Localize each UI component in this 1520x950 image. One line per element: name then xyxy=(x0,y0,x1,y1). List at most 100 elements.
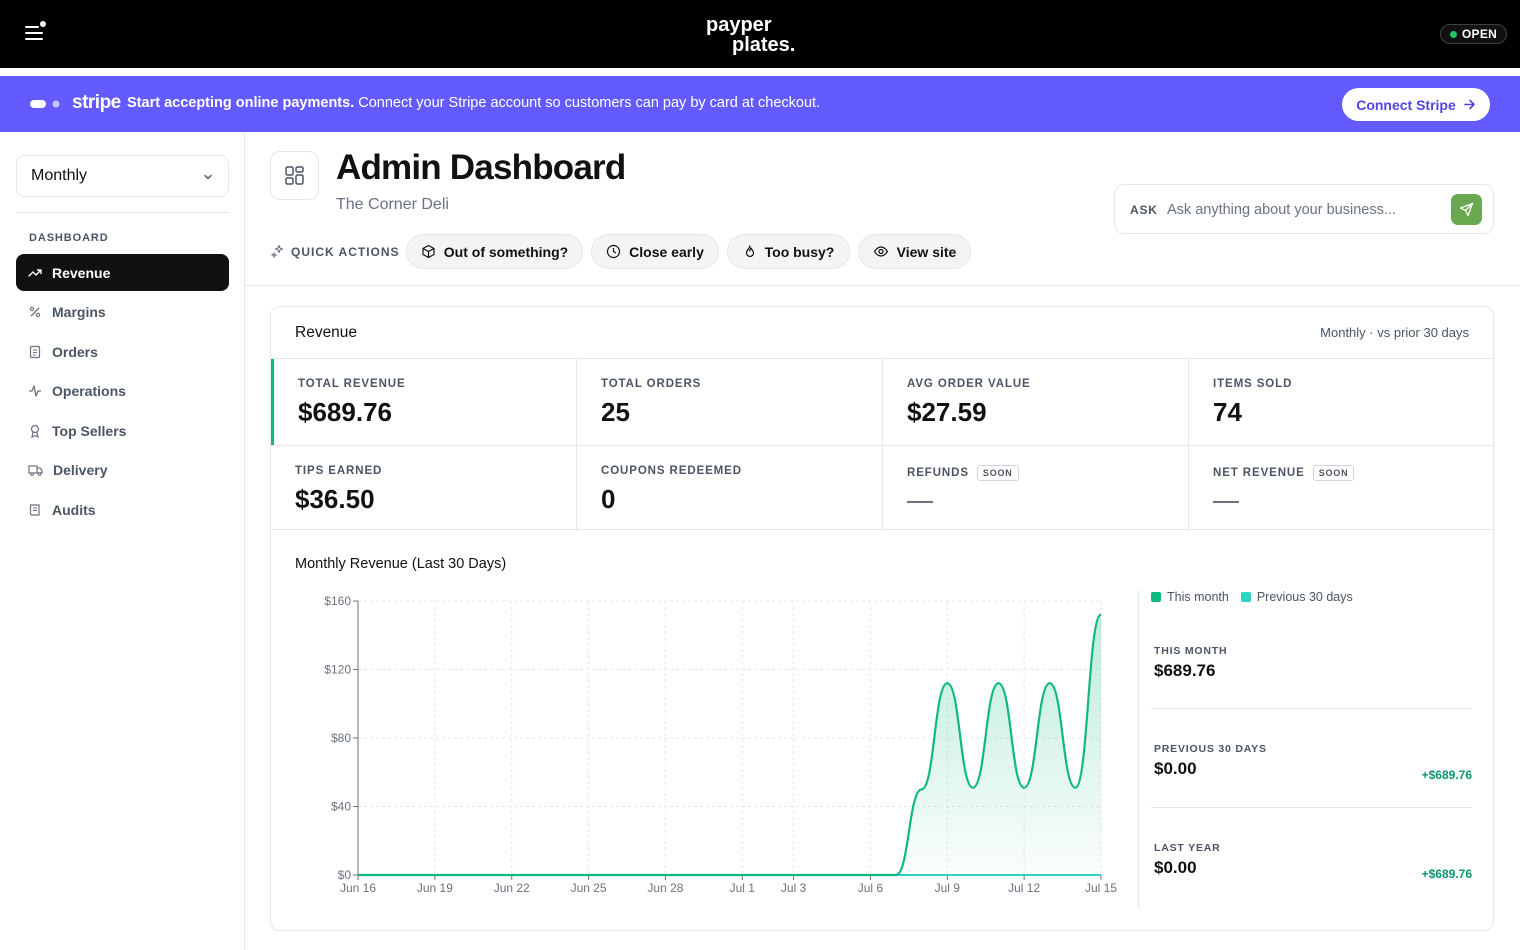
sidebar-item-orders[interactable]: Orders xyxy=(16,333,229,370)
card-title: Revenue xyxy=(295,324,358,341)
ask-label: ASK xyxy=(1130,203,1158,217)
period-select[interactable]: Monthly xyxy=(16,155,229,197)
sidebar-section-label: DASHBOARD xyxy=(29,232,109,244)
connect-stripe-label: Connect Stripe xyxy=(1356,96,1456,113)
comparison-delta: +$689.76 xyxy=(1421,867,1472,881)
metric-value: $27.59 xyxy=(907,397,987,427)
clock-icon xyxy=(607,244,621,259)
metric-label: ITEMS SOLD xyxy=(1213,378,1292,390)
eye-icon xyxy=(873,246,888,257)
sidebar-item-margins[interactable]: Margins xyxy=(16,293,229,330)
legend-swatch xyxy=(1151,592,1161,602)
metric-net-revenue: NET REVENUE SOON xyxy=(1189,445,1493,531)
sidebar-item-operations[interactable]: Operations xyxy=(16,372,229,409)
x-tick-label: Jul 15 xyxy=(1085,881,1117,895)
metric-refunds: REFUNDS SOON xyxy=(883,445,1189,531)
percent-icon xyxy=(29,306,41,317)
metric-label-text: NET REVENUE xyxy=(1213,467,1305,479)
metric-label-text: AVG ORDER VALUE xyxy=(907,378,1031,390)
empty-value-dash xyxy=(1213,501,1239,503)
empty-value-dash xyxy=(907,501,933,503)
truck-icon xyxy=(28,464,43,476)
status-dot-icon xyxy=(1449,30,1457,38)
too-busy-button[interactable]: Too busy? xyxy=(727,234,850,269)
period-select-value: Monthly xyxy=(31,167,88,184)
legend-item-previous[interactable]: Previous 30 days xyxy=(1240,590,1353,604)
activity-icon xyxy=(29,384,41,397)
quick-action-label: Too busy? xyxy=(764,243,835,260)
logo[interactable]: payper plates. xyxy=(706,12,816,58)
header-spacer xyxy=(0,68,1520,76)
svg-text:plates.: plates. xyxy=(732,34,795,56)
receipt-icon xyxy=(29,345,41,358)
metric-value: $689.76 xyxy=(298,397,392,427)
metric-label: REFUNDS SOON xyxy=(907,465,1019,481)
metric-label-text: TOTAL ORDERS xyxy=(601,378,702,390)
card-period-meta: Monthly · vs prior 30 days xyxy=(1320,325,1469,340)
sidebar-item-revenue[interactable]: Revenue xyxy=(16,254,229,291)
sidebar-item-delivery[interactable]: Delivery xyxy=(16,451,229,488)
banner-headline: Start accepting online payments. xyxy=(127,95,355,111)
comparison-label: LAST YEAR xyxy=(1154,842,1221,854)
chart-title: Monthly Revenue (Last 30 Days) xyxy=(295,556,507,572)
x-tick-label: Jun 25 xyxy=(571,881,607,895)
revenue-chart: $0 $40 $80 $120 $160 Jun 16 Jun 19 Jun 22 Jun 25… xyxy=(324,594,1117,895)
metrics-grid: TOTAL REVENUE $689.76 TOTAL ORDERS 25 AV… xyxy=(271,358,1493,531)
series-area-this-month xyxy=(358,614,1101,875)
metric-avg-order-value: AVG ORDER VALUE $27.59 xyxy=(883,359,1189,445)
close-early-button[interactable]: Close early xyxy=(591,234,719,269)
award-icon xyxy=(30,424,40,438)
send-button[interactable] xyxy=(1451,194,1482,225)
quick-actions-text: QUICK ACTIONS xyxy=(291,244,400,259)
metric-label: AVG ORDER VALUE xyxy=(907,378,1031,390)
flame-icon xyxy=(745,245,754,258)
series-line-this-month xyxy=(358,613,1103,877)
metric-label: NET REVENUE SOON xyxy=(1213,465,1355,481)
page-title: Admin Dashboard xyxy=(336,148,626,187)
metric-value: 0 xyxy=(601,484,616,514)
legend-swatch xyxy=(1240,592,1251,602)
view-site-button[interactable]: View site xyxy=(858,234,971,269)
connect-stripe-button[interactable]: Connect Stripe xyxy=(1342,88,1490,121)
comparison-divider xyxy=(1151,708,1471,709)
metric-label-text: TIPS EARNED xyxy=(295,465,383,477)
sidebar-item-top-sellers[interactable]: Top Sellers xyxy=(16,412,229,449)
legend-label: This month xyxy=(1167,590,1229,604)
quick-action-label: Close early xyxy=(629,243,704,260)
box-icon xyxy=(422,244,435,259)
metric-label: TOTAL REVENUE xyxy=(298,378,406,390)
legend-item-this-month[interactable]: This month xyxy=(1151,590,1229,604)
banner-message: Start accepting online payments. Connect… xyxy=(127,95,820,111)
svg-text:payper: payper xyxy=(706,14,772,36)
metric-items-sold: ITEMS SOLD 74 xyxy=(1189,359,1493,445)
soon-badge: SOON xyxy=(976,465,1019,481)
comparison-value: $689.76 xyxy=(1154,661,1216,680)
sidebar-item-label: Audits xyxy=(52,501,96,518)
x-tick-label: Jun 16 xyxy=(340,881,376,895)
business-name: The Corner Deli xyxy=(336,196,449,213)
sidebar-item-label: Revenue xyxy=(52,264,111,281)
sparkles-icon xyxy=(270,244,284,259)
comparison-delta: +$689.76 xyxy=(1421,768,1472,782)
quick-actions-label: QUICK ACTIONS xyxy=(270,244,400,259)
y-tick-label: $160 xyxy=(324,594,351,608)
legend-label: Previous 30 days xyxy=(1256,590,1353,604)
sidebar-item-audits[interactable]: Audits xyxy=(16,491,229,528)
sidebar-item-label: Top Sellers xyxy=(52,422,127,439)
chevron-down-icon xyxy=(204,174,212,180)
store-status-badge[interactable]: OPEN xyxy=(1440,24,1507,44)
menu-icon[interactable] xyxy=(22,20,48,46)
banner-body: Connect your Stripe account so customers… xyxy=(358,95,821,111)
y-tick-label: $40 xyxy=(331,800,351,814)
quick-action-label: Out of something? xyxy=(443,243,569,260)
y-tick-label: $0 xyxy=(338,868,352,882)
x-tick-label: Jul 9 xyxy=(935,881,961,895)
out-of-something-button[interactable]: Out of something? xyxy=(406,234,583,269)
x-tick-label: Jun 28 xyxy=(647,881,683,895)
scroll-icon xyxy=(29,503,40,516)
ask-input[interactable] xyxy=(1167,197,1443,223)
revenue-card: Revenue Monthly · vs prior 30 days TOTAL… xyxy=(270,306,1494,931)
metric-value: 25 xyxy=(601,397,630,427)
comparison-value: $0.00 xyxy=(1154,759,1197,778)
stripe-banner: stripe Start accepting online payments. … xyxy=(0,76,1520,132)
